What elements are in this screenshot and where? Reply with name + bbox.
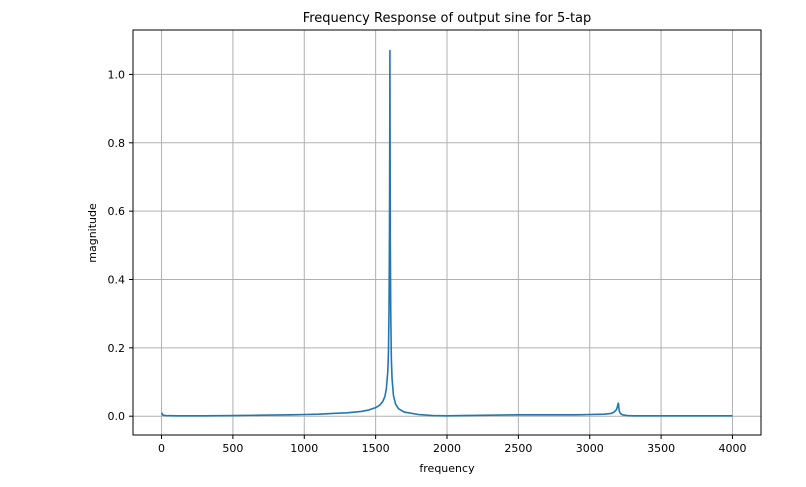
y-tick-label: 0.2 <box>108 342 126 355</box>
y-tick-label: 0.4 <box>108 273 126 286</box>
x-tick-label: 3000 <box>576 442 604 455</box>
x-tick-label: 3500 <box>647 442 675 455</box>
y-axis: 0.0 0.2 0.4 0.6 0.8 1.0 <box>108 68 134 423</box>
x-tick-label: 1500 <box>362 442 390 455</box>
y-tick-label: 0.6 <box>108 205 126 218</box>
y-tick-label: 0.0 <box>108 410 126 423</box>
x-axis: 0 500 1000 1500 2000 2500 3000 3500 4000 <box>158 435 746 455</box>
y-tick-label: 1.0 <box>108 68 126 81</box>
x-axis-label: frequency <box>419 462 475 475</box>
y-axis-label: magnitude <box>86 203 99 263</box>
chart-title: Frequency Response of output sine for 5-… <box>303 11 592 26</box>
x-tick-label: 500 <box>222 442 243 455</box>
x-tick-label: 2500 <box>504 442 532 455</box>
x-tick-label: 1000 <box>290 442 318 455</box>
grid <box>133 30 761 435</box>
x-tick-label: 0 <box>158 442 165 455</box>
y-tick-label: 0.8 <box>108 137 126 150</box>
x-tick-label: 4000 <box>718 442 746 455</box>
x-tick-label: 2000 <box>433 442 461 455</box>
